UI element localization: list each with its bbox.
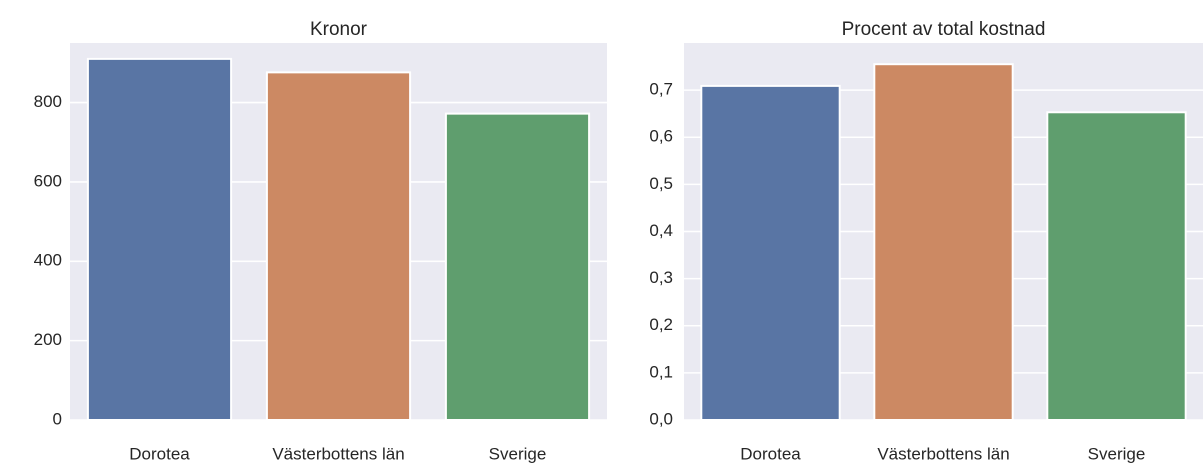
x-tick-label: Dorotea — [740, 444, 801, 463]
y-tick-label: 0,5 — [649, 174, 673, 193]
bar-dorotea — [86, 57, 233, 421]
x-tick-label: Västerbottens län — [877, 444, 1009, 463]
y-tick-label: 0 — [53, 409, 62, 428]
x-tick-label: Västerbottens län — [272, 444, 404, 463]
y-tick-label: 0,7 — [649, 80, 673, 99]
chart-kronor: 0 200 400 600 800 Dorotea Västerbottens län Sve… — [34, 19, 607, 463]
y-tick-label: 0,2 — [649, 315, 673, 334]
y-tick-label: 0,1 — [649, 362, 673, 381]
y-tick-label: 0,6 — [649, 127, 673, 146]
y-tick-label: 600 — [34, 171, 62, 190]
bar-sverige — [444, 112, 591, 421]
bar-v-sterbottens-l-n — [873, 63, 1014, 422]
bar-dorotea — [700, 84, 841, 421]
x-tick-label: Dorotea — [129, 444, 190, 463]
x-tick-label: Sverige — [1088, 444, 1146, 463]
y-tick-label: 0,3 — [649, 268, 673, 287]
bar-v-sterbottens-l-n — [265, 71, 412, 422]
y-tick-label: 800 — [34, 92, 62, 111]
y-tick-label: 200 — [34, 330, 62, 349]
y-tick-label: 0,0 — [649, 409, 673, 428]
chart-title: Kronor — [310, 19, 368, 40]
x-tick-label: Sverige — [489, 444, 547, 463]
y-tick-label: 0,4 — [649, 221, 673, 240]
chart-procent: 0,0 0,1 0,2 0,3 0,4 0,5 0,6 0,7 Dorotea Västerbot… — [649, 19, 1203, 463]
chart-title: Procent av total kostnad — [842, 19, 1046, 40]
bar-sverige — [1046, 111, 1187, 422]
y-tick-label: 400 — [34, 251, 62, 270]
